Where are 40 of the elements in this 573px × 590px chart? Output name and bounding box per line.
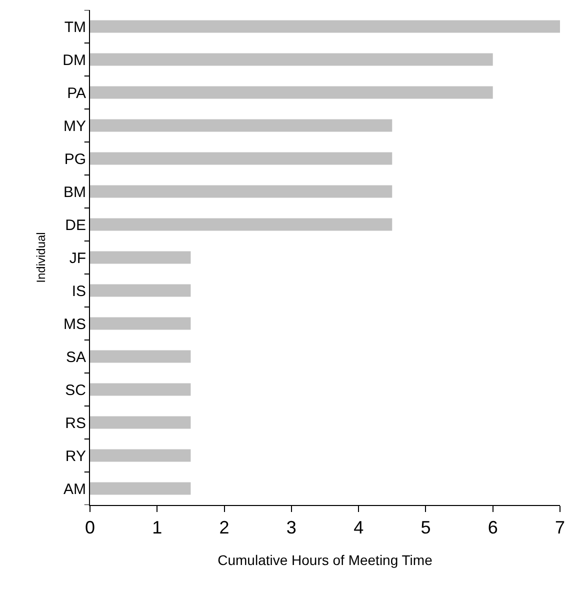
x-tick-label: 7 — [554, 518, 566, 538]
y-tick-label: MS — [64, 316, 86, 333]
bar — [90, 383, 191, 396]
y-tick-label: IS — [72, 282, 86, 300]
y-tick-label: PG — [64, 150, 86, 168]
bar — [90, 482, 191, 495]
y-tick-label: SC — [65, 382, 86, 399]
x-tick-label: 3 — [286, 518, 296, 538]
x-tick-label: 0 — [84, 518, 96, 538]
bar — [90, 251, 191, 264]
x-tick-label: 4 — [354, 518, 364, 538]
y-tick-label: RY — [65, 448, 86, 465]
bar — [90, 416, 191, 429]
y-tick-label: BM — [64, 184, 86, 201]
x-tick-label: 2 — [219, 518, 230, 538]
bar — [90, 350, 191, 363]
y-axis-title: Individual — [34, 232, 48, 283]
y-tick-label: RS — [65, 414, 86, 432]
y-tick-label: DM — [62, 52, 86, 69]
y-tick-label: DE — [65, 216, 86, 234]
x-tick-label: 5 — [420, 518, 431, 538]
y-tick-label: MY — [64, 118, 86, 135]
y-tick-label: TM — [64, 18, 86, 36]
bar — [90, 86, 493, 99]
bar — [90, 185, 392, 198]
bar — [90, 284, 191, 297]
bar — [90, 53, 493, 66]
bar — [90, 20, 560, 33]
bar — [90, 317, 191, 330]
x-tick-label: 6 — [488, 518, 498, 538]
x-tick-label: 1 — [152, 518, 162, 538]
bar — [90, 152, 392, 165]
bar — [90, 119, 392, 132]
bar — [90, 449, 191, 462]
y-tick-label: PA — [67, 84, 86, 102]
y-tick-label: JF — [69, 250, 86, 267]
x-axis-title: Cumulative Hours of Meeting Time — [218, 552, 433, 568]
y-tick-label: SA — [66, 348, 86, 366]
bar — [90, 218, 392, 231]
y-tick-label: AM — [64, 480, 86, 498]
